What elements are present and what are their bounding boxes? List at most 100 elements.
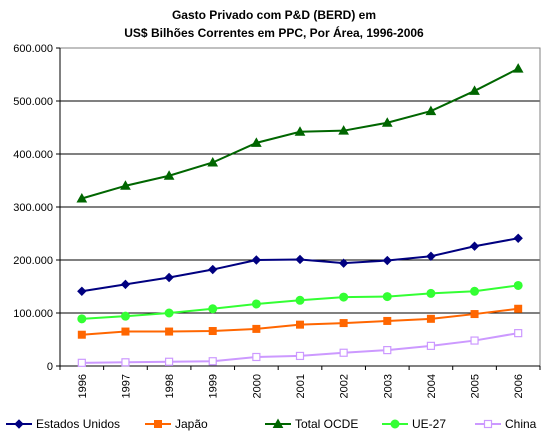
data-point bbox=[426, 341, 436, 350]
y-tick-label: 400.000 bbox=[13, 149, 53, 161]
data-point bbox=[164, 308, 174, 318]
data-point bbox=[208, 264, 218, 275]
series-3 bbox=[76, 63, 524, 203]
data-point bbox=[339, 292, 349, 302]
data-point bbox=[383, 346, 392, 355]
legend-item: Japão bbox=[145, 417, 208, 431]
data-point bbox=[77, 330, 86, 339]
data-point bbox=[382, 255, 392, 266]
data-point bbox=[120, 311, 130, 321]
legend-label: Total OCDE bbox=[295, 417, 358, 431]
data-point bbox=[251, 137, 262, 147]
data-point bbox=[163, 170, 175, 180]
data-point bbox=[470, 336, 479, 345]
data-point bbox=[77, 358, 86, 367]
data-point bbox=[426, 288, 436, 298]
legend-label: China bbox=[505, 417, 537, 431]
data-point bbox=[470, 286, 480, 296]
data-point bbox=[208, 304, 218, 314]
legend-item: China bbox=[475, 417, 537, 431]
chart-title-line-1: Gasto Privado com P&D (BERD) em bbox=[172, 8, 376, 22]
data-point bbox=[339, 348, 348, 357]
data-point bbox=[295, 295, 305, 305]
x-tick-label: 2001 bbox=[295, 374, 307, 398]
series-line bbox=[81, 237, 519, 293]
x-tick-label: 2006 bbox=[513, 374, 525, 398]
data-point bbox=[208, 327, 217, 336]
y-tick-label: 500.000 bbox=[13, 96, 53, 108]
data-point bbox=[251, 299, 261, 309]
data-point bbox=[121, 327, 130, 336]
series-4 bbox=[77, 280, 523, 324]
data-point bbox=[294, 126, 306, 136]
data-point bbox=[512, 63, 524, 73]
legend-marker bbox=[483, 419, 493, 429]
data-point bbox=[165, 327, 174, 336]
y-tick-label: 0 bbox=[47, 361, 53, 373]
y-tick-label: 200.000 bbox=[13, 255, 53, 267]
legend-marker bbox=[390, 419, 400, 429]
data-point bbox=[426, 314, 435, 323]
series-5 bbox=[77, 329, 523, 367]
legend-item: UE-27 bbox=[382, 417, 446, 431]
data-point bbox=[382, 292, 392, 302]
data-point bbox=[76, 193, 88, 203]
legend-label: Japão bbox=[175, 417, 208, 431]
legend-marker bbox=[14, 419, 24, 429]
data-point bbox=[513, 280, 523, 290]
data-point bbox=[77, 286, 87, 296]
data-point bbox=[514, 329, 523, 338]
y-tick-label: 300.000 bbox=[13, 202, 53, 214]
chart-title-line-2: US$ Bilhões Correntes em PPC, Por Área, … bbox=[124, 25, 424, 40]
x-tick-label: 2005 bbox=[470, 374, 482, 398]
x-tick-label: 2003 bbox=[382, 374, 394, 398]
data-point bbox=[514, 304, 523, 313]
data-point bbox=[339, 319, 348, 328]
x-tick-label: 1996 bbox=[77, 374, 89, 398]
data-point bbox=[251, 255, 262, 265]
data-point bbox=[164, 357, 174, 366]
data-point bbox=[381, 117, 393, 127]
data-point bbox=[295, 254, 305, 265]
data-point bbox=[295, 351, 305, 361]
x-tick-label: 2004 bbox=[426, 374, 438, 398]
legend-marker bbox=[154, 420, 162, 428]
gridlines bbox=[60, 47, 540, 314]
series-2 bbox=[77, 304, 523, 339]
data-point bbox=[338, 125, 349, 135]
series-layer bbox=[76, 63, 524, 367]
data-point bbox=[207, 156, 219, 167]
data-point bbox=[120, 180, 131, 190]
data-point bbox=[252, 352, 261, 362]
legend: Estados Unidos Japão Total OCDE UE-27 China bbox=[6, 417, 537, 431]
legend-marker bbox=[272, 418, 284, 428]
series-1 bbox=[77, 233, 523, 296]
x-tick-label: 1997 bbox=[120, 374, 132, 398]
data-point bbox=[252, 324, 261, 333]
data-point bbox=[425, 105, 437, 116]
data-point bbox=[121, 358, 130, 367]
y-tick-label: 100.000 bbox=[13, 308, 53, 320]
data-point bbox=[77, 314, 87, 324]
y-tick-label: 600.000 bbox=[13, 43, 53, 55]
data-point bbox=[469, 85, 480, 95]
data-point bbox=[120, 279, 131, 290]
data-point bbox=[164, 272, 174, 283]
data-point bbox=[338, 258, 349, 268]
legend-item: Total OCDE bbox=[265, 417, 358, 431]
x-tick-label: 1998 bbox=[164, 374, 176, 398]
x-tick-label: 2000 bbox=[251, 374, 263, 398]
data-point bbox=[208, 357, 217, 366]
data-point bbox=[426, 251, 436, 261]
legend-item: Estados Unidos bbox=[6, 417, 120, 431]
x-tick-label: 2002 bbox=[339, 374, 351, 398]
axes: 0 100.000 200.000 300.000 400.000 500.000 600.… bbox=[13, 43, 541, 398]
x-tick-label: 1999 bbox=[208, 374, 220, 398]
data-point bbox=[296, 320, 304, 329]
legend-label: UE-27 bbox=[412, 417, 446, 431]
legend-label: Estados Unidos bbox=[36, 417, 120, 431]
data-point bbox=[513, 233, 523, 243]
data-point bbox=[383, 316, 392, 325]
